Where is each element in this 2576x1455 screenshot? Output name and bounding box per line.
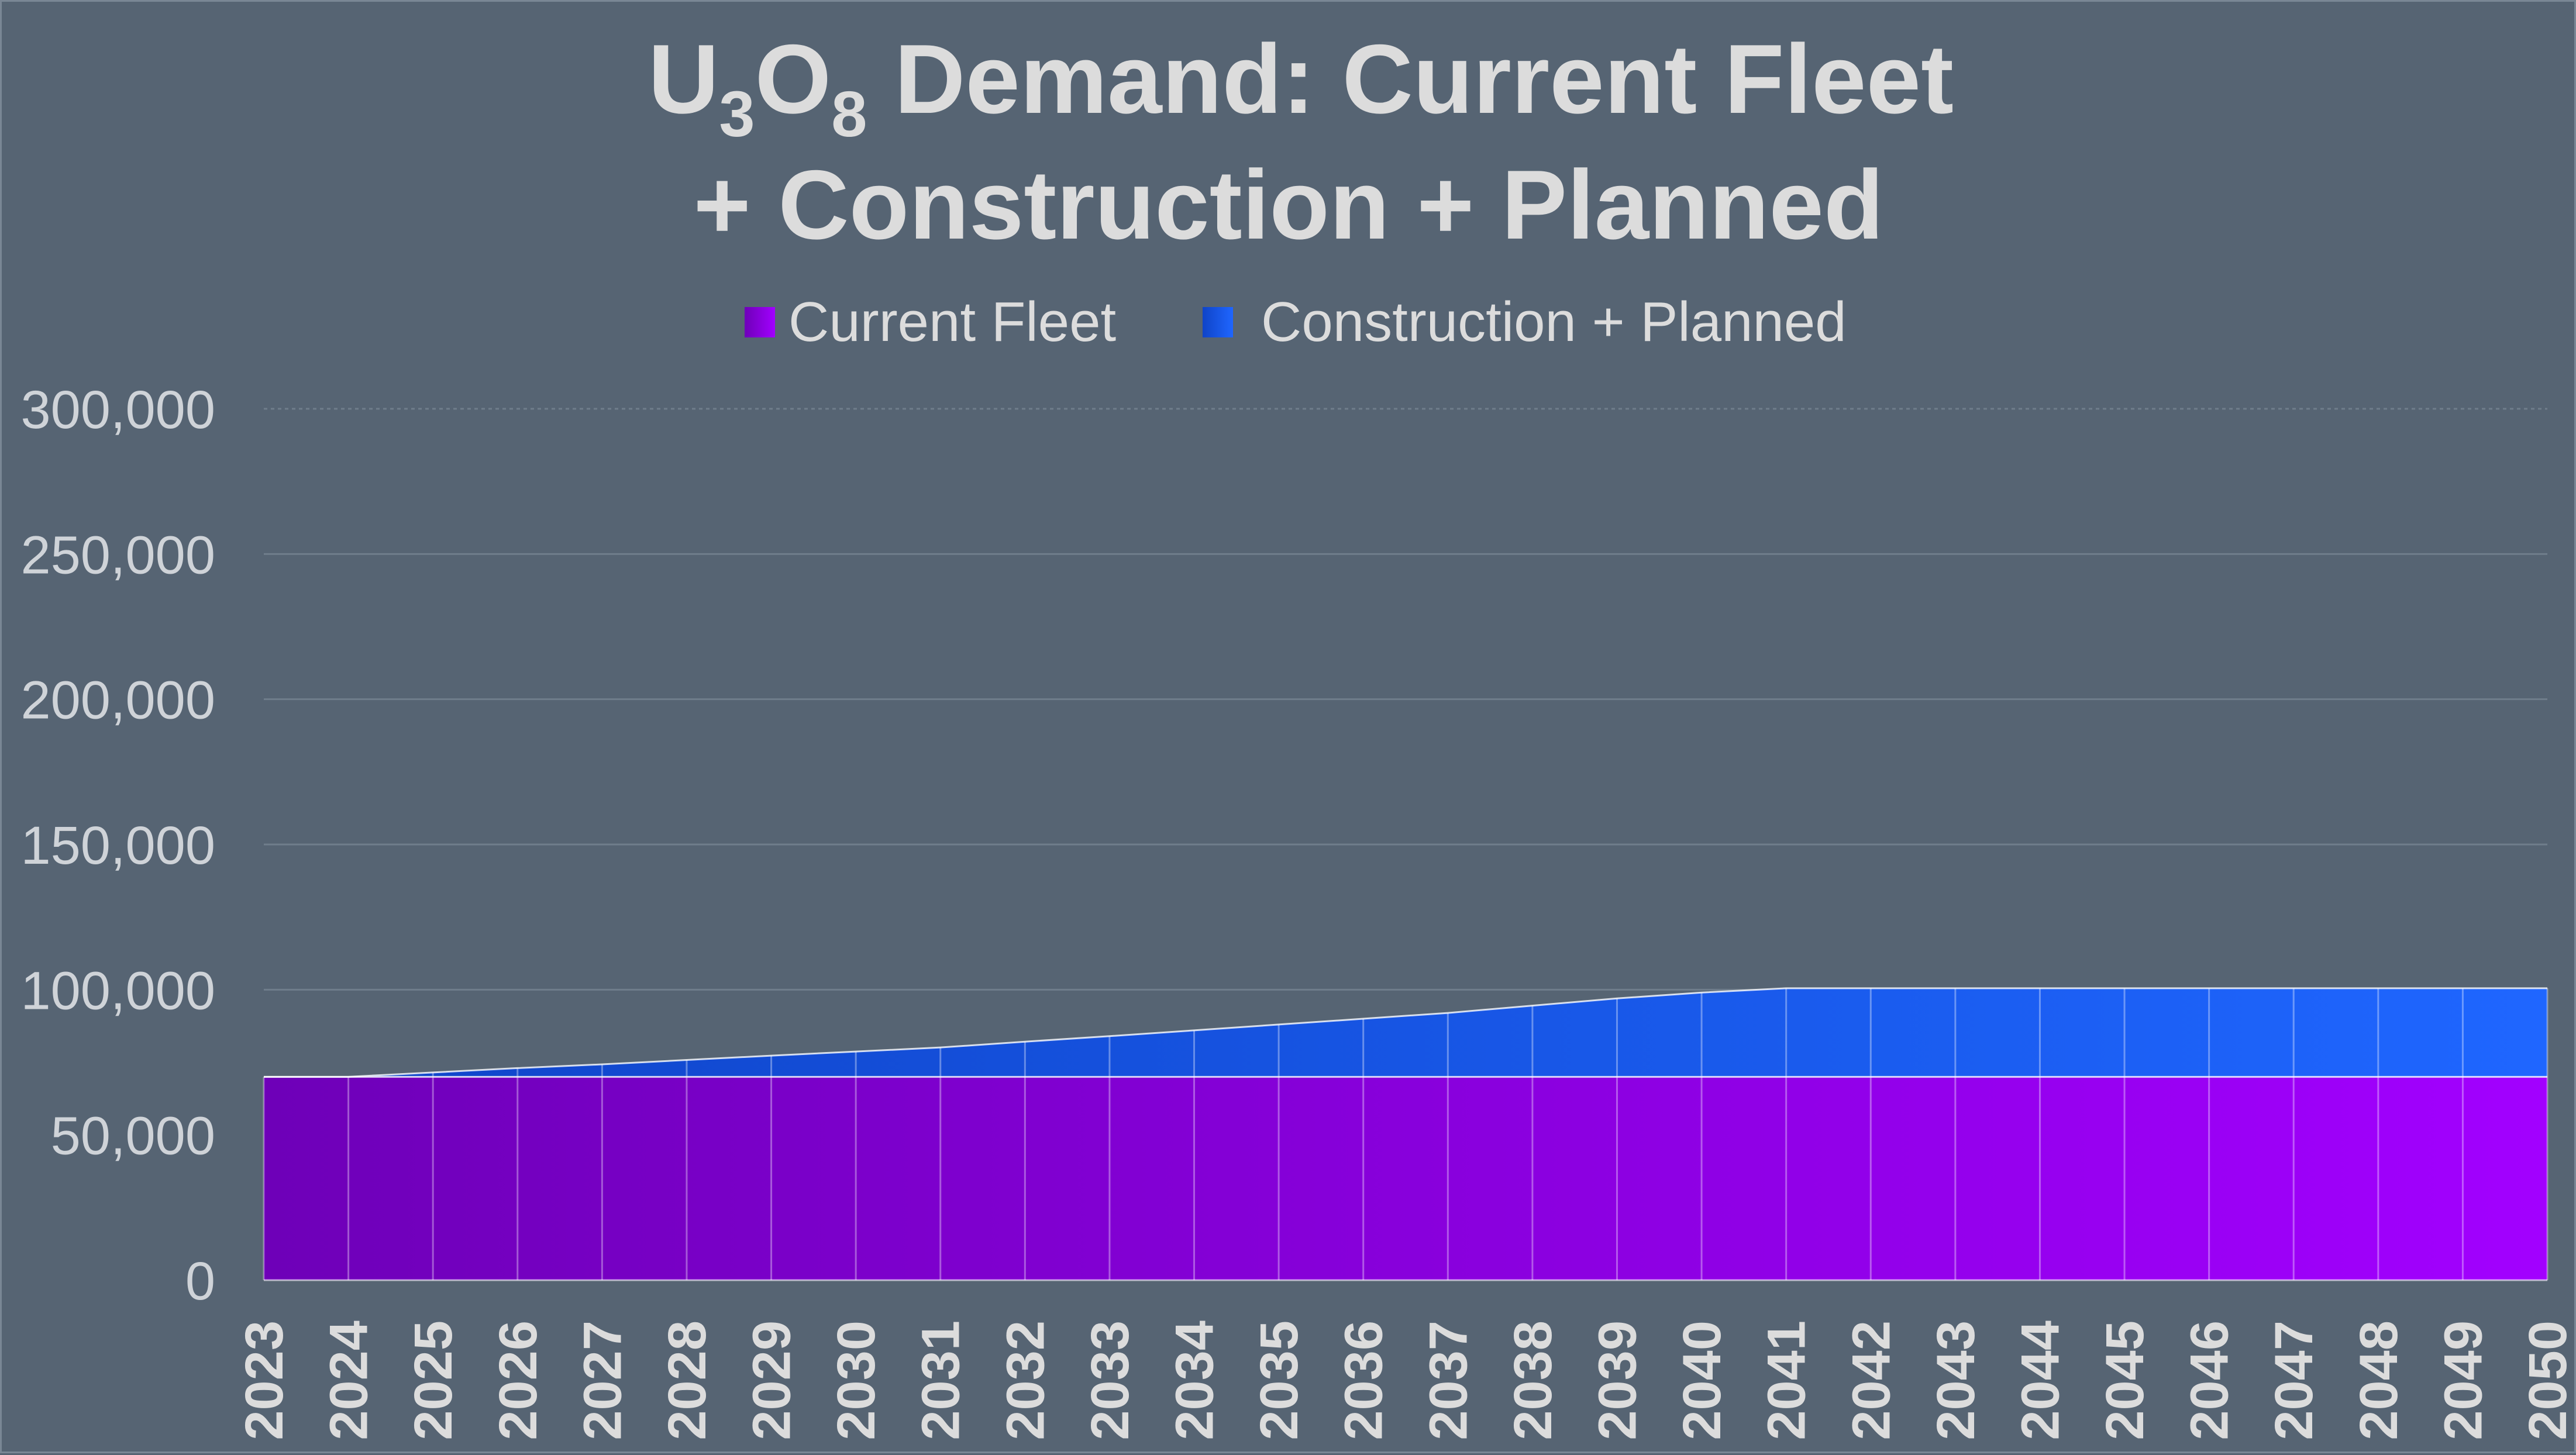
x-axis-ticks: 2023 2024 2025 2026 2027 2028 2029 2030 2031 2032… [235, 1320, 2576, 1440]
x-tick-label: 2041 [1757, 1320, 1817, 1440]
y-tick-label: 300,000 [20, 380, 215, 440]
x-tick-label: 2034 [1165, 1320, 1225, 1440]
y-tick-label: 0 [185, 1251, 215, 1311]
x-tick-label: 2046 [2180, 1320, 2240, 1440]
y-tick-label: 250,000 [20, 525, 215, 585]
x-tick-label: 2039 [1587, 1320, 1647, 1440]
x-tick-label: 2033 [1080, 1320, 1140, 1440]
chart-title-line2: + Construction + Planned [694, 150, 1884, 260]
x-tick-label: 2028 [657, 1320, 717, 1440]
x-tick-label: 2042 [1841, 1320, 1901, 1440]
x-tick-label: 2036 [1334, 1320, 1394, 1440]
x-tick-label: 2023 [235, 1320, 294, 1440]
plot-areas [263, 987, 2549, 1281]
x-tick-label: 2044 [2010, 1320, 2070, 1440]
x-tick-label: 2037 [1418, 1320, 1478, 1440]
legend-swatch-construction-planned [1203, 307, 1233, 337]
legend: Current Fleet Construction + Planned [745, 291, 1847, 353]
x-tick-label: 2035 [1249, 1320, 1309, 1440]
x-tick-label: 2045 [2095, 1320, 2155, 1440]
x-tick-label: 2043 [1926, 1320, 1986, 1440]
x-tick-label: 2026 [488, 1320, 548, 1440]
series-line-construction-planned [264, 987, 2547, 1078]
x-tick-label: 2048 [2349, 1320, 2409, 1440]
x-tick-label: 2047 [2264, 1320, 2324, 1440]
chart-title-line1: U3O8 Demand: Current Fleet [648, 24, 1954, 150]
y-tick-label: 150,000 [20, 816, 215, 875]
y-tick-label: 200,000 [20, 671, 215, 730]
x-tick-label: 2030 [826, 1320, 886, 1440]
y-tick-label: 100,000 [20, 961, 215, 1020]
x-tick-label: 2027 [573, 1320, 632, 1440]
legend-swatch-current-fleet [745, 307, 775, 337]
x-tick-label: 2029 [742, 1320, 802, 1440]
y-axis-ticks: 0 50,000 100,000 150,000 200,000 250,000 300,0… [20, 380, 215, 1311]
x-tick-label: 2031 [911, 1320, 971, 1440]
legend-label-current-fleet: Current Fleet [788, 291, 1116, 353]
y-tick-label: 50,000 [51, 1106, 215, 1166]
x-tick-label: 2025 [404, 1320, 463, 1440]
x-tick-label: 2049 [2433, 1320, 2493, 1440]
series-area-construction-planned [264, 988, 2547, 1077]
x-tick-label: 2038 [1503, 1320, 1563, 1440]
x-tick-label: 2050 [2518, 1320, 2576, 1440]
series-area-current-fleet [264, 1077, 2547, 1280]
legend-label-construction-planned: Construction + Planned [1261, 291, 1847, 353]
x-tick-label: 2024 [319, 1320, 379, 1440]
x-tick-label: 2032 [996, 1320, 1055, 1440]
x-tick-label: 2040 [1672, 1320, 1732, 1440]
